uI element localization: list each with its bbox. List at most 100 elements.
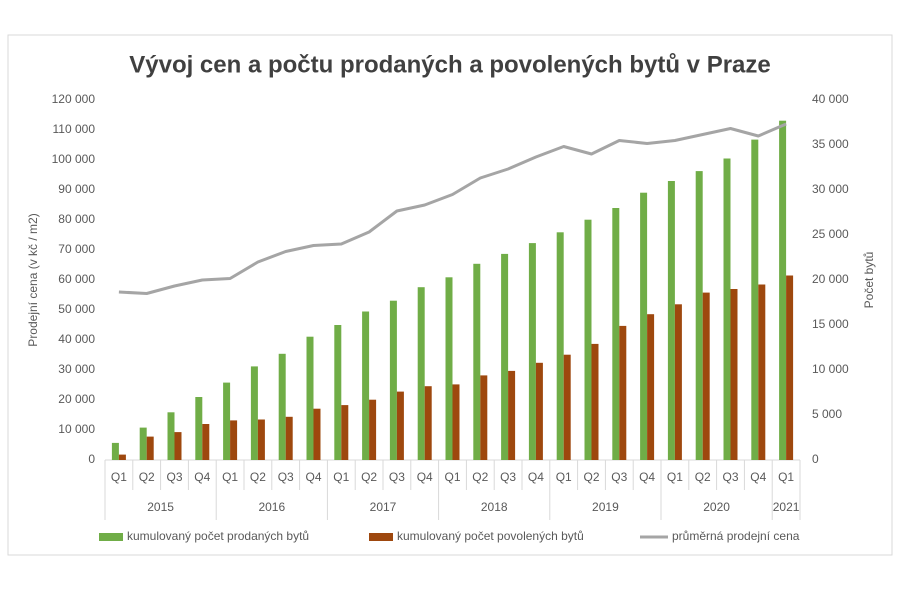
x-tick-label: Q4 bbox=[417, 470, 433, 484]
y-tick-label: 120 000 bbox=[52, 92, 96, 106]
bar bbox=[556, 232, 564, 460]
y2-tick-label: 20 000 bbox=[812, 272, 849, 286]
bar bbox=[619, 325, 627, 460]
bar bbox=[417, 287, 425, 460]
line bbox=[118, 122, 787, 295]
bar bbox=[167, 412, 175, 460]
x-tick-label: Q3 bbox=[389, 470, 405, 484]
bar bbox=[146, 436, 154, 460]
bar bbox=[118, 454, 126, 460]
y-tick-label: 20 000 bbox=[58, 392, 95, 406]
bar bbox=[640, 192, 648, 460]
bar bbox=[285, 416, 293, 460]
group-label: 2016 bbox=[258, 500, 285, 514]
x-tick-label: Q3 bbox=[278, 470, 294, 484]
chart-title: Vývoj cen a počtu prodaných a povolených… bbox=[129, 51, 771, 78]
y-tick-label: 30 000 bbox=[58, 362, 95, 376]
bar bbox=[257, 419, 265, 460]
x-tick-label: Q4 bbox=[194, 470, 210, 484]
bar bbox=[584, 219, 592, 460]
legend-label: průměrná prodejní cena bbox=[672, 529, 800, 543]
y-tick-label: 80 000 bbox=[58, 212, 95, 226]
y-tick-label: 50 000 bbox=[58, 302, 95, 316]
bar bbox=[612, 208, 620, 460]
bar bbox=[202, 424, 210, 460]
bar bbox=[591, 343, 599, 460]
y2-tick-label: 40 000 bbox=[812, 92, 849, 106]
y-tick-label: 40 000 bbox=[58, 332, 95, 346]
bar bbox=[480, 375, 488, 460]
bar bbox=[250, 366, 258, 460]
x-tick-label: Q1 bbox=[778, 470, 794, 484]
bar bbox=[758, 284, 766, 460]
bar bbox=[751, 139, 759, 460]
bar bbox=[702, 292, 710, 460]
x-tick-label: Q4 bbox=[305, 470, 321, 484]
y-tick-label: 70 000 bbox=[58, 242, 95, 256]
bar bbox=[223, 382, 231, 460]
x-tick-label: Q2 bbox=[250, 470, 266, 484]
x-tick-label: Q2 bbox=[583, 470, 599, 484]
group-label: 2017 bbox=[370, 500, 397, 514]
bar bbox=[667, 181, 675, 460]
bar bbox=[174, 432, 182, 460]
bar bbox=[139, 427, 147, 460]
y2-tick-label: 35 000 bbox=[812, 137, 849, 151]
x-tick-label: Q1 bbox=[222, 470, 238, 484]
bar bbox=[341, 405, 349, 460]
x-tick-label: Q3 bbox=[611, 470, 627, 484]
y2-tick-label: 5 000 bbox=[812, 407, 842, 421]
bar bbox=[535, 362, 543, 460]
x-tick-label: Q2 bbox=[472, 470, 488, 484]
group-label: 2015 bbox=[147, 500, 174, 514]
bar bbox=[528, 243, 536, 460]
bar bbox=[306, 336, 314, 460]
y-tick-label: 90 000 bbox=[58, 182, 95, 196]
y2-tick-label: 15 000 bbox=[812, 317, 849, 331]
y2-tick-label: 25 000 bbox=[812, 227, 849, 241]
bar bbox=[473, 263, 481, 460]
y-axis-title: Prodejní cena (v kč / m2) bbox=[26, 213, 40, 346]
bar bbox=[786, 275, 794, 460]
y2-tick-label: 10 000 bbox=[812, 362, 849, 376]
bar bbox=[230, 420, 238, 460]
bar bbox=[674, 304, 682, 460]
x-tick-label: Q1 bbox=[667, 470, 683, 484]
y-tick-label: 110 000 bbox=[53, 122, 96, 136]
bar bbox=[695, 171, 703, 460]
x-tick-label: Q4 bbox=[639, 470, 655, 484]
x-tick-label: Q1 bbox=[444, 470, 460, 484]
y-tick-label: 0 bbox=[88, 452, 95, 466]
y-tick-label: 100 000 bbox=[52, 152, 96, 166]
bar bbox=[723, 158, 731, 460]
group-label: 2018 bbox=[481, 500, 508, 514]
x-tick-label: Q2 bbox=[361, 470, 377, 484]
legend-swatch bbox=[99, 533, 123, 541]
x-tick-label: Q2 bbox=[695, 470, 711, 484]
x-tick-label: Q1 bbox=[556, 470, 572, 484]
bar bbox=[730, 289, 738, 460]
bar bbox=[424, 386, 432, 460]
bar bbox=[362, 311, 370, 460]
bar bbox=[278, 353, 286, 460]
group-label: 2020 bbox=[703, 500, 730, 514]
y2-tick-label: 30 000 bbox=[812, 182, 849, 196]
bar bbox=[779, 120, 787, 460]
bar bbox=[452, 384, 460, 460]
bar bbox=[396, 391, 404, 460]
y2-axis-title: Počet bytů bbox=[862, 252, 876, 309]
legend-label: kumulovaný počet prodaných bytů bbox=[127, 529, 309, 543]
bar bbox=[508, 370, 516, 460]
group-label: 2019 bbox=[592, 500, 619, 514]
bar bbox=[445, 277, 453, 460]
bar bbox=[389, 300, 397, 460]
bar bbox=[195, 397, 203, 460]
x-tick-label: Q3 bbox=[166, 470, 182, 484]
x-tick-label: Q1 bbox=[111, 470, 127, 484]
x-tick-label: Q4 bbox=[528, 470, 544, 484]
y-tick-label: 60 000 bbox=[58, 272, 95, 286]
bar bbox=[369, 399, 377, 460]
group-label: 2021 bbox=[773, 500, 800, 514]
